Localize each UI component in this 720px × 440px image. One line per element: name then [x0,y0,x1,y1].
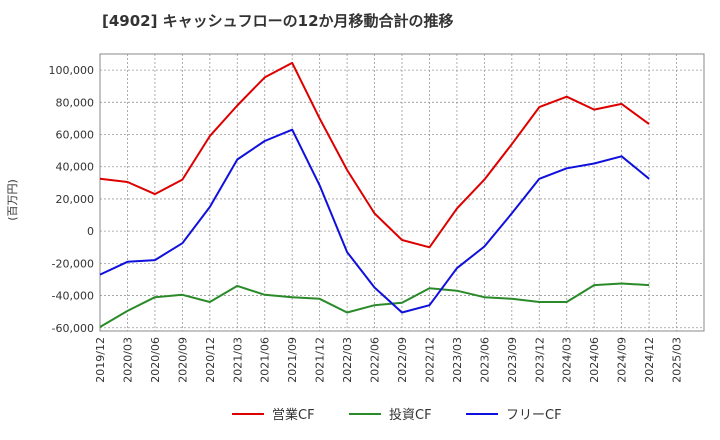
x-axis: 2019/12 2020/03 2020/06 2020/09 2020/12 2021/… [94,337,684,383]
series-layer [99,61,650,328]
x-tick-label: 2020/09 [176,337,189,383]
chart-title: [4902] キャッシュフローの12か月移動合計の推移 [102,12,454,30]
x-tick-label: 2023/09 [506,337,519,383]
x-tick-label: 2024/06 [588,337,601,383]
x-tick-label: 2020/06 [149,337,162,383]
y-tick-label: 80,000 [56,96,95,109]
y-axis: -60,000 -40,000 -20,000 0 20,000 40,000 60,000… [49,64,95,335]
y-tick-label: 100,000 [49,64,95,77]
x-tick-label: 2023/06 [478,337,491,383]
x-tick-label: 2021/12 [314,337,327,383]
x-tick-label: 2021/06 [259,337,272,383]
x-tick-label: 2022/12 [423,337,436,383]
y-axis-label: (百万円) [6,179,19,221]
x-tick-label: 2019/12 [94,337,107,383]
y-tick-label: 0 [87,225,94,238]
x-tick-label: 2022/09 [396,337,409,383]
x-tick-label: 2024/12 [643,337,656,383]
plot-frame [99,53,705,332]
legend: 営業CF 投資CF フリーCF [232,407,562,423]
y-tick-label: -60,000 [52,322,94,335]
series-line-2 [99,282,650,328]
legend-label-2: 投資CF [389,407,432,423]
legend-label-3: フリーCF [506,408,562,423]
series-line-1 [99,61,650,249]
x-tick-label: 2024/09 [616,337,629,383]
x-tick-label: 2023/03 [451,337,464,383]
x-tick-label: 2020/03 [121,337,134,383]
x-tick-label: 2022/03 [341,337,354,383]
x-tick-label: 2020/12 [204,337,217,383]
y-tick-label: 60,000 [56,129,95,142]
x-tick-label: 2021/09 [286,337,299,383]
y-tick-label: 20,000 [56,193,95,206]
x-tick-label: 2022/06 [369,337,382,383]
grid-layer [100,54,704,331]
y-tick-label: 40,000 [56,161,95,174]
y-tick-label: -20,000 [52,257,94,270]
x-tick-label: 2023/12 [533,337,546,383]
y-tick-label: -40,000 [52,290,94,303]
x-tick-label: 2025/03 [671,337,684,383]
series-line-3 [99,128,650,314]
x-tick-label: 2021/03 [231,337,244,383]
legend-label-1: 営業CF [272,407,315,423]
x-tick-label: 2024/03 [561,337,574,383]
